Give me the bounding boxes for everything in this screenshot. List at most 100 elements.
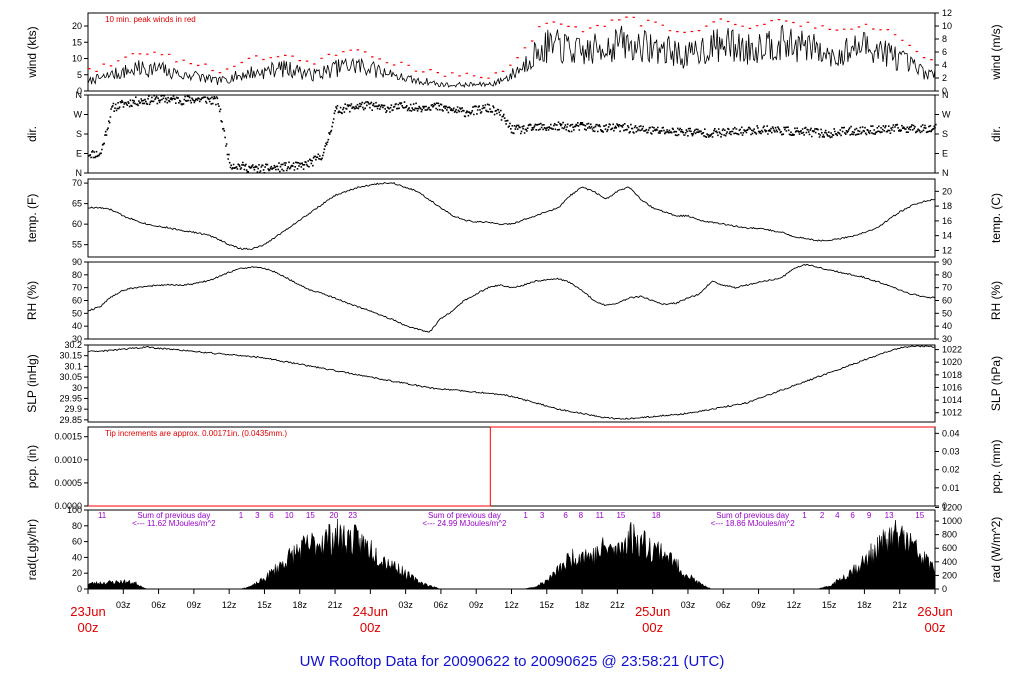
dir-right-tick-label: E: [942, 149, 948, 159]
rad-left-tick-label: 40: [72, 552, 82, 562]
rad-hour-label: 11: [596, 511, 605, 520]
dir-left-tick-label: S: [76, 129, 82, 139]
rh-left-tick-label: 40: [72, 321, 82, 331]
wind-right-tick-label: 6: [942, 47, 947, 57]
pcp-ylabel-right: pcp. (mm): [989, 439, 1003, 493]
x-date-time: 00z: [78, 620, 99, 635]
temp-right-tick-label: 18: [942, 201, 952, 211]
x-axis: 03z 06z 09z 12z 15z 18z 21z 03z 06z 09z 12z 15z 18z 2…: [70, 589, 953, 635]
dir-left-tick-label: N: [76, 90, 83, 100]
rad-hour-label: 9: [867, 511, 872, 520]
dir-frame: [87, 94, 936, 174]
dir-right-tick-label: S: [942, 129, 948, 139]
rad-hour-label: 3: [540, 511, 545, 520]
wind-right-tick-label: 0: [942, 86, 947, 96]
panel-rh: RH (%) RH (%) 30 40 50 60 70 80 90 30 40 50 60 70 80 90: [25, 257, 1003, 344]
rad-hour-label: 15: [306, 511, 315, 520]
rh-left-tick-label: 60: [72, 296, 82, 306]
slp-right-tick-label: 1014: [942, 395, 962, 405]
slp-right-tick-label: 1016: [942, 382, 962, 392]
x-tick-label: 21z: [328, 600, 343, 610]
temp-ylabel-right: temp. (C): [989, 193, 1003, 243]
rad-sum-title: Sum of previous day: [428, 511, 501, 520]
dir-ylabel-left: dir.: [25, 126, 39, 142]
rad-hour-label: 1: [802, 511, 807, 520]
rad-hour-label: 4: [835, 511, 840, 520]
rad-ylabel-left: rad(Lgly/hr): [25, 519, 39, 580]
slp-left-tick-label: 30: [72, 383, 82, 393]
rad-left-tick-label: 100: [67, 505, 82, 515]
wind-frame: [87, 12, 936, 92]
x-date-day: 24Jun: [353, 604, 388, 619]
rad-hour-label: 1: [239, 511, 244, 520]
slp-right-tick-label: 1020: [942, 357, 962, 367]
wind-ylabel-right: wind (m/s): [989, 24, 1003, 80]
rad-right-tick-label: 0: [942, 584, 947, 594]
x-tick-label: 12z: [787, 600, 802, 610]
chart-title: UW Rooftop Data for 20090622 to 20090625…: [300, 653, 725, 670]
slp-left-tick-label: 29.9: [64, 404, 82, 414]
rad-hour-label: 15: [915, 511, 924, 520]
rad-hour-label: 3: [255, 511, 260, 520]
panel-temp: temp. (F) temp. (C) 55 60 65 70 12 14 16 18 20: [25, 178, 1003, 258]
x-tick-label: 03z: [116, 600, 131, 610]
x-date-time: 00z: [360, 620, 381, 635]
temp-left-tick-label: 65: [72, 199, 82, 209]
slp-left-tick-label: 30.05: [59, 372, 82, 382]
wind-right-tick-label: 4: [942, 60, 947, 70]
rad-hour-label: 6: [269, 511, 274, 520]
rh-left-tick-label: 30: [72, 334, 82, 344]
rad-sum-value: <--- 18.86 MJoules/m^2: [711, 519, 796, 528]
rh-right-tick-label: 60: [942, 296, 952, 306]
slp-series-line: [87, 344, 936, 420]
temp-ylabel-left: temp. (F): [25, 194, 39, 243]
slp-ylabel-right: SLP (hPa): [989, 356, 1003, 411]
rad-hour-label: 10: [285, 511, 294, 520]
x-tick-label: 18z: [575, 600, 590, 610]
pcp-left-tick-label: 0.0005: [54, 478, 82, 488]
dir-left-tick-label: N: [76, 168, 83, 178]
rh-right-tick-label: 30: [942, 334, 952, 344]
x-tick-label: 12z: [504, 600, 519, 610]
pcp-right-tick-label: 0.04: [942, 428, 960, 438]
rad-hour-label: 23: [348, 511, 357, 520]
temp-left-tick-label: 70: [72, 178, 82, 188]
rh-series-line: [87, 263, 936, 333]
rad-left-tick-label: 60: [72, 537, 82, 547]
wind-series-line: [87, 24, 936, 89]
x-tick-label: 09z: [187, 600, 202, 610]
rh-right-tick-label: 40: [942, 321, 952, 331]
rad-right-tick-label: 400: [942, 557, 957, 567]
rad-ylabel-right: rad (W/m^2): [989, 517, 1003, 583]
panel-pcp: pcp. (in) pcp. (mm) 0.0000 0.0005 0.0010 0.00…: [25, 426, 1003, 511]
rad-right-tick-label: 800: [942, 530, 957, 540]
rh-right-tick-label: 50: [942, 308, 952, 318]
x-tick-label: 09z: [751, 600, 766, 610]
wind-ylabel-left: wind (kts): [25, 26, 39, 78]
rad-sum-title: Sum of previous day: [716, 511, 789, 520]
rad-hour-label: 1: [523, 511, 528, 520]
x-tick-label: 15z: [540, 600, 555, 610]
dir-ylabel-right: dir.: [989, 126, 1003, 142]
pcp-frame: [87, 426, 936, 507]
slp-left-tick-label: 29.85: [59, 415, 82, 425]
temp-right-tick-label: 16: [942, 216, 952, 226]
wind-left-tick-label: 20: [72, 21, 82, 31]
rad-hour-label: 2: [820, 511, 825, 520]
x-tick-label: 21z: [610, 600, 625, 610]
rad-hour-label: 20: [329, 511, 338, 520]
panels: wind (kts) wind (m/s)0510152002468101210 …: [25, 8, 1003, 594]
rh-right-tick-label: 90: [942, 257, 952, 267]
rh-left-tick-label: 90: [72, 257, 82, 267]
wind-right-tick-label: 8: [942, 34, 947, 44]
temp-right-tick-label: 20: [942, 186, 952, 196]
rad-right-tick-label: 200: [942, 570, 957, 580]
x-tick-label: 06z: [151, 600, 166, 610]
slp-left-tick-label: 30.1: [64, 361, 82, 371]
dir-series-points: [88, 94, 937, 174]
wind-annotation: 10 min. peak winds in red: [105, 15, 196, 24]
wind-left-tick-label: 5: [77, 70, 82, 80]
x-date-time: 00z: [925, 620, 946, 635]
